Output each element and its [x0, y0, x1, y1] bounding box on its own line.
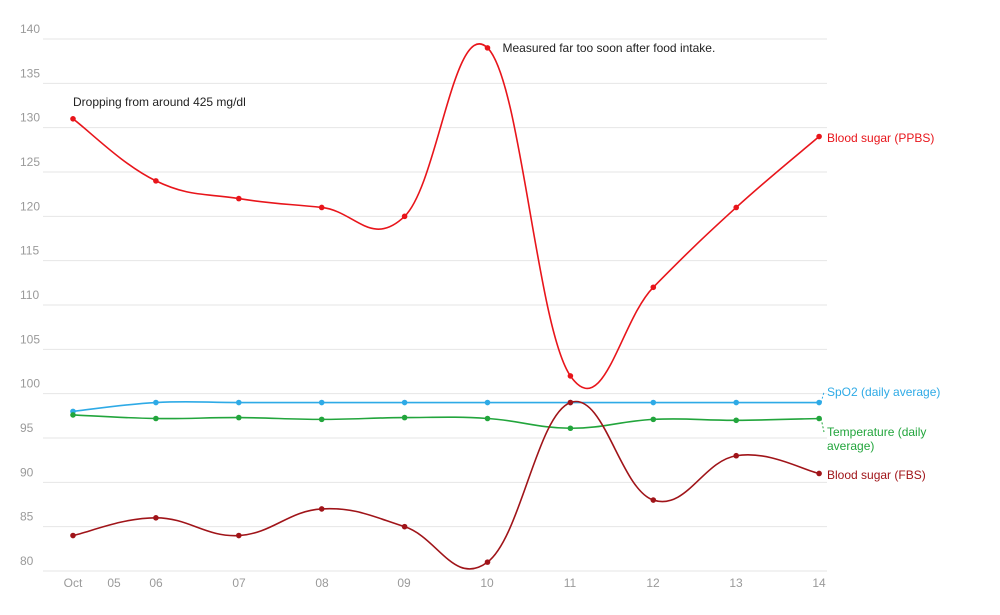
data-point: [816, 415, 822, 422]
series-label: Blood sugar (FBS): [827, 468, 926, 482]
x-tick-label: 13: [729, 576, 743, 590]
x-tick-label: 06: [149, 576, 163, 590]
x-tick-label: 11: [564, 576, 577, 590]
data-point: [401, 213, 408, 220]
annotation: Dropping from around 425 mg/dl: [73, 95, 246, 109]
data-point: [816, 133, 822, 140]
series-line: [72, 414, 820, 430]
data-point: [318, 204, 325, 211]
series-label-line: average): [827, 439, 874, 453]
y-tick-label: 85: [20, 510, 34, 524]
y-tick-label: 105: [20, 332, 40, 346]
series-line: [72, 400, 820, 570]
y-tick-label: 140: [20, 22, 40, 36]
data-point: [567, 373, 574, 379]
data-point: [70, 532, 76, 539]
series-1: [70, 399, 822, 415]
series-2: [70, 412, 822, 432]
y-tick-label: 125: [20, 155, 40, 169]
series-lines: [70, 43, 822, 570]
data-point: [236, 414, 242, 421]
data-point: [236, 399, 242, 406]
data-point: [236, 532, 242, 539]
y-axis-ticks: 80 85 90 95 100 105 110 115 120 125 130 135 140: [20, 22, 40, 568]
data-point: [650, 416, 657, 423]
data-point: [70, 412, 76, 418]
data-point: [318, 506, 325, 512]
data-point: [733, 399, 739, 406]
series-3: [70, 399, 822, 570]
data-point: [153, 399, 159, 406]
data-point: [650, 399, 657, 406]
x-tick-label: 12: [646, 576, 660, 590]
data-point: [484, 415, 491, 422]
data-point: [484, 399, 491, 406]
data-point: [816, 470, 822, 477]
x-tick-label: 05: [107, 576, 121, 590]
y-tick-label: 115: [20, 244, 39, 258]
x-tick-label: 09: [397, 576, 411, 590]
y-tick-label: 90: [20, 465, 34, 479]
y-tick-label: 95: [20, 421, 34, 435]
annotations: Dropping from around 425 mg/dl Measured f…: [73, 41, 715, 109]
x-tick-label: 08: [315, 576, 329, 590]
data-point: [567, 425, 574, 432]
data-point: [567, 399, 574, 406]
data-point: [153, 515, 159, 521]
series-line: [72, 43, 820, 390]
data-point: [70, 116, 76, 122]
data-point: [484, 559, 491, 565]
x-tick-label: 10: [480, 576, 494, 590]
series-0: [70, 43, 822, 390]
data-point: [401, 399, 408, 406]
x-axis-ticks: Oct 05 06 07 08 09 10 11 12 13 14: [64, 576, 826, 590]
y-tick-label: 120: [20, 199, 40, 213]
data-point: [318, 399, 325, 406]
data-point: [733, 452, 739, 459]
y-tick-label: 110: [20, 288, 39, 302]
series-label: Temperature (daily average): [827, 425, 926, 453]
y-tick-label: 80: [20, 554, 34, 568]
data-point: [733, 204, 739, 211]
data-point: [153, 415, 159, 422]
data-point: [153, 178, 159, 184]
series-label-connector: [820, 391, 825, 403]
series-labels: Blood sugar (PPBS) SpO2 (daily average) Te…: [820, 131, 940, 482]
y-tick-label: 130: [20, 111, 40, 125]
data-point: [650, 497, 657, 503]
data-point: [484, 45, 491, 51]
data-point: [816, 399, 822, 406]
series-label: SpO2 (daily average): [827, 385, 940, 399]
data-point: [236, 195, 242, 202]
series-label-line: Temperature (daily: [827, 425, 926, 439]
annotation: Measured far too soon after food intake.: [503, 41, 716, 55]
x-tick-label: 14: [812, 576, 826, 590]
data-point: [650, 284, 657, 291]
series-label: Blood sugar (PPBS): [827, 131, 934, 145]
gridlines: [43, 38, 827, 572]
data-point: [733, 417, 739, 424]
y-tick-label: 100: [20, 377, 40, 391]
data-point: [401, 523, 408, 530]
x-tick-label: 07: [232, 576, 246, 590]
x-tick-label: Oct: [64, 576, 83, 590]
y-tick-label: 135: [20, 66, 40, 80]
data-point: [318, 416, 325, 423]
data-point: [401, 414, 408, 421]
series-line: [72, 400, 820, 413]
series-label-connector: [820, 418, 825, 433]
